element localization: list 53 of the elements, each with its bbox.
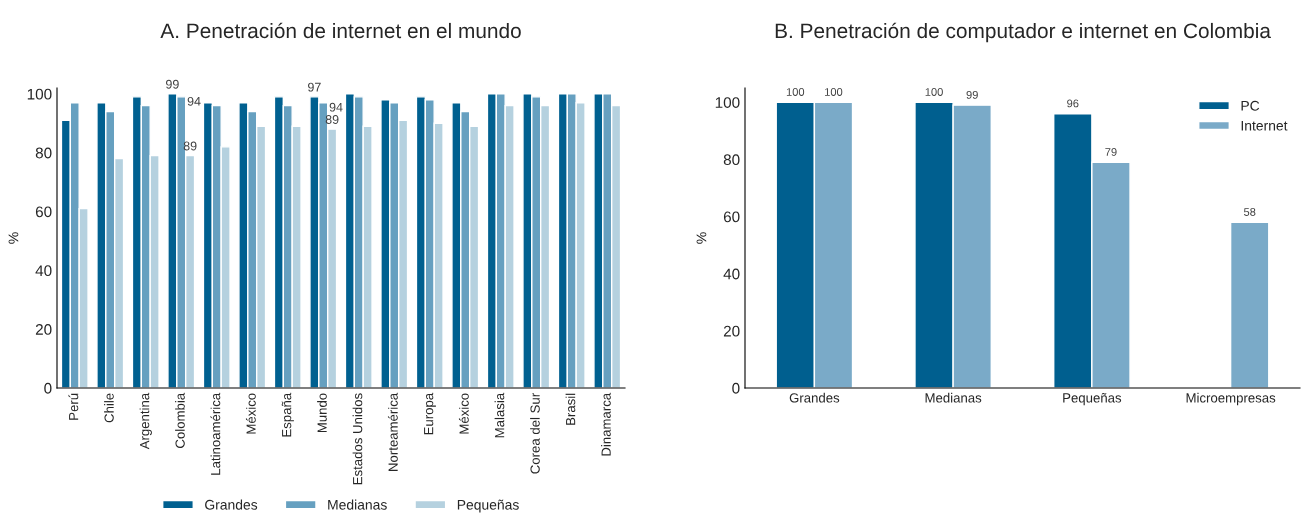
data-label: 100	[786, 88, 805, 96]
annotation: 97	[308, 82, 321, 92]
y-tick-label: 0	[732, 382, 740, 394]
y-axis-title: %	[8, 232, 19, 244]
data-label: 100	[825, 88, 843, 96]
legend-label: Internet	[1241, 120, 1288, 131]
data-label: 99	[966, 90, 978, 99]
data-label: 96	[1067, 99, 1079, 108]
y-tick-label: 40	[723, 268, 740, 280]
chart-title: B. Penetración de computador e internet en Colombia	[775, 22, 1271, 43]
x-tick-label: Mundo	[317, 393, 327, 433]
y-tick-label: 60	[35, 206, 52, 218]
chart-title: A. Penetración de internet en el mundo	[160, 22, 521, 39]
y-tick-label: 40	[35, 265, 52, 277]
y-tick-label: 100	[715, 97, 740, 108]
annotation: 94	[187, 96, 201, 106]
annotation: 94	[329, 102, 343, 112]
data-label: 79	[1105, 148, 1117, 156]
x-tick-label: Perú	[68, 393, 79, 420]
y-tick-label: 20	[35, 324, 52, 335]
x-tick-label: Microempresas	[1186, 392, 1276, 406]
y-tick-label: 20	[723, 325, 740, 337]
annotation: 99	[166, 79, 179, 89]
y-tick-label: 80	[35, 147, 52, 159]
x-tick-label: Estados Unidos	[352, 393, 363, 485]
legend-label: PC	[1241, 100, 1260, 111]
bar	[1229, 221, 1270, 388]
data-label: 100	[925, 88, 943, 96]
x-tick-label: Corea del Sur	[530, 393, 540, 474]
x-tick-label: México	[458, 393, 469, 434]
x-tick-label: España	[281, 392, 294, 437]
x-tick-label: Europa	[424, 392, 436, 435]
x-tick-label: Medianas	[925, 392, 982, 403]
y-tick-label: 100	[27, 88, 52, 100]
x-tick-label: Colombia	[175, 392, 185, 448]
x-tick-label: Latinoamérica	[210, 392, 221, 475]
y-tick-label: 80	[723, 154, 740, 166]
x-tick-label: Pequeñas	[1063, 392, 1122, 406]
x-tick-label: Grandes	[789, 392, 840, 403]
x-tick-label: Dinamarca	[601, 392, 611, 456]
y-tick-label: 60	[723, 211, 740, 223]
y-tick-label: 0	[44, 382, 52, 394]
x-tick-label: Norteamérica	[387, 392, 398, 471]
x-tick-label: Malasia	[494, 392, 505, 438]
data-label: 58	[1243, 208, 1256, 216]
x-tick-label: Argentina	[139, 392, 152, 450]
legend-label: Medianas	[328, 499, 387, 510]
y-axis-title: %	[696, 232, 707, 244]
x-tick-label: México	[245, 393, 256, 434]
legend-label: Pequeñas	[457, 499, 519, 513]
x-tick-label: Brasil	[565, 393, 576, 425]
x-tick-label: Chile	[104, 393, 114, 423]
legend-label: Grandes	[205, 499, 258, 510]
